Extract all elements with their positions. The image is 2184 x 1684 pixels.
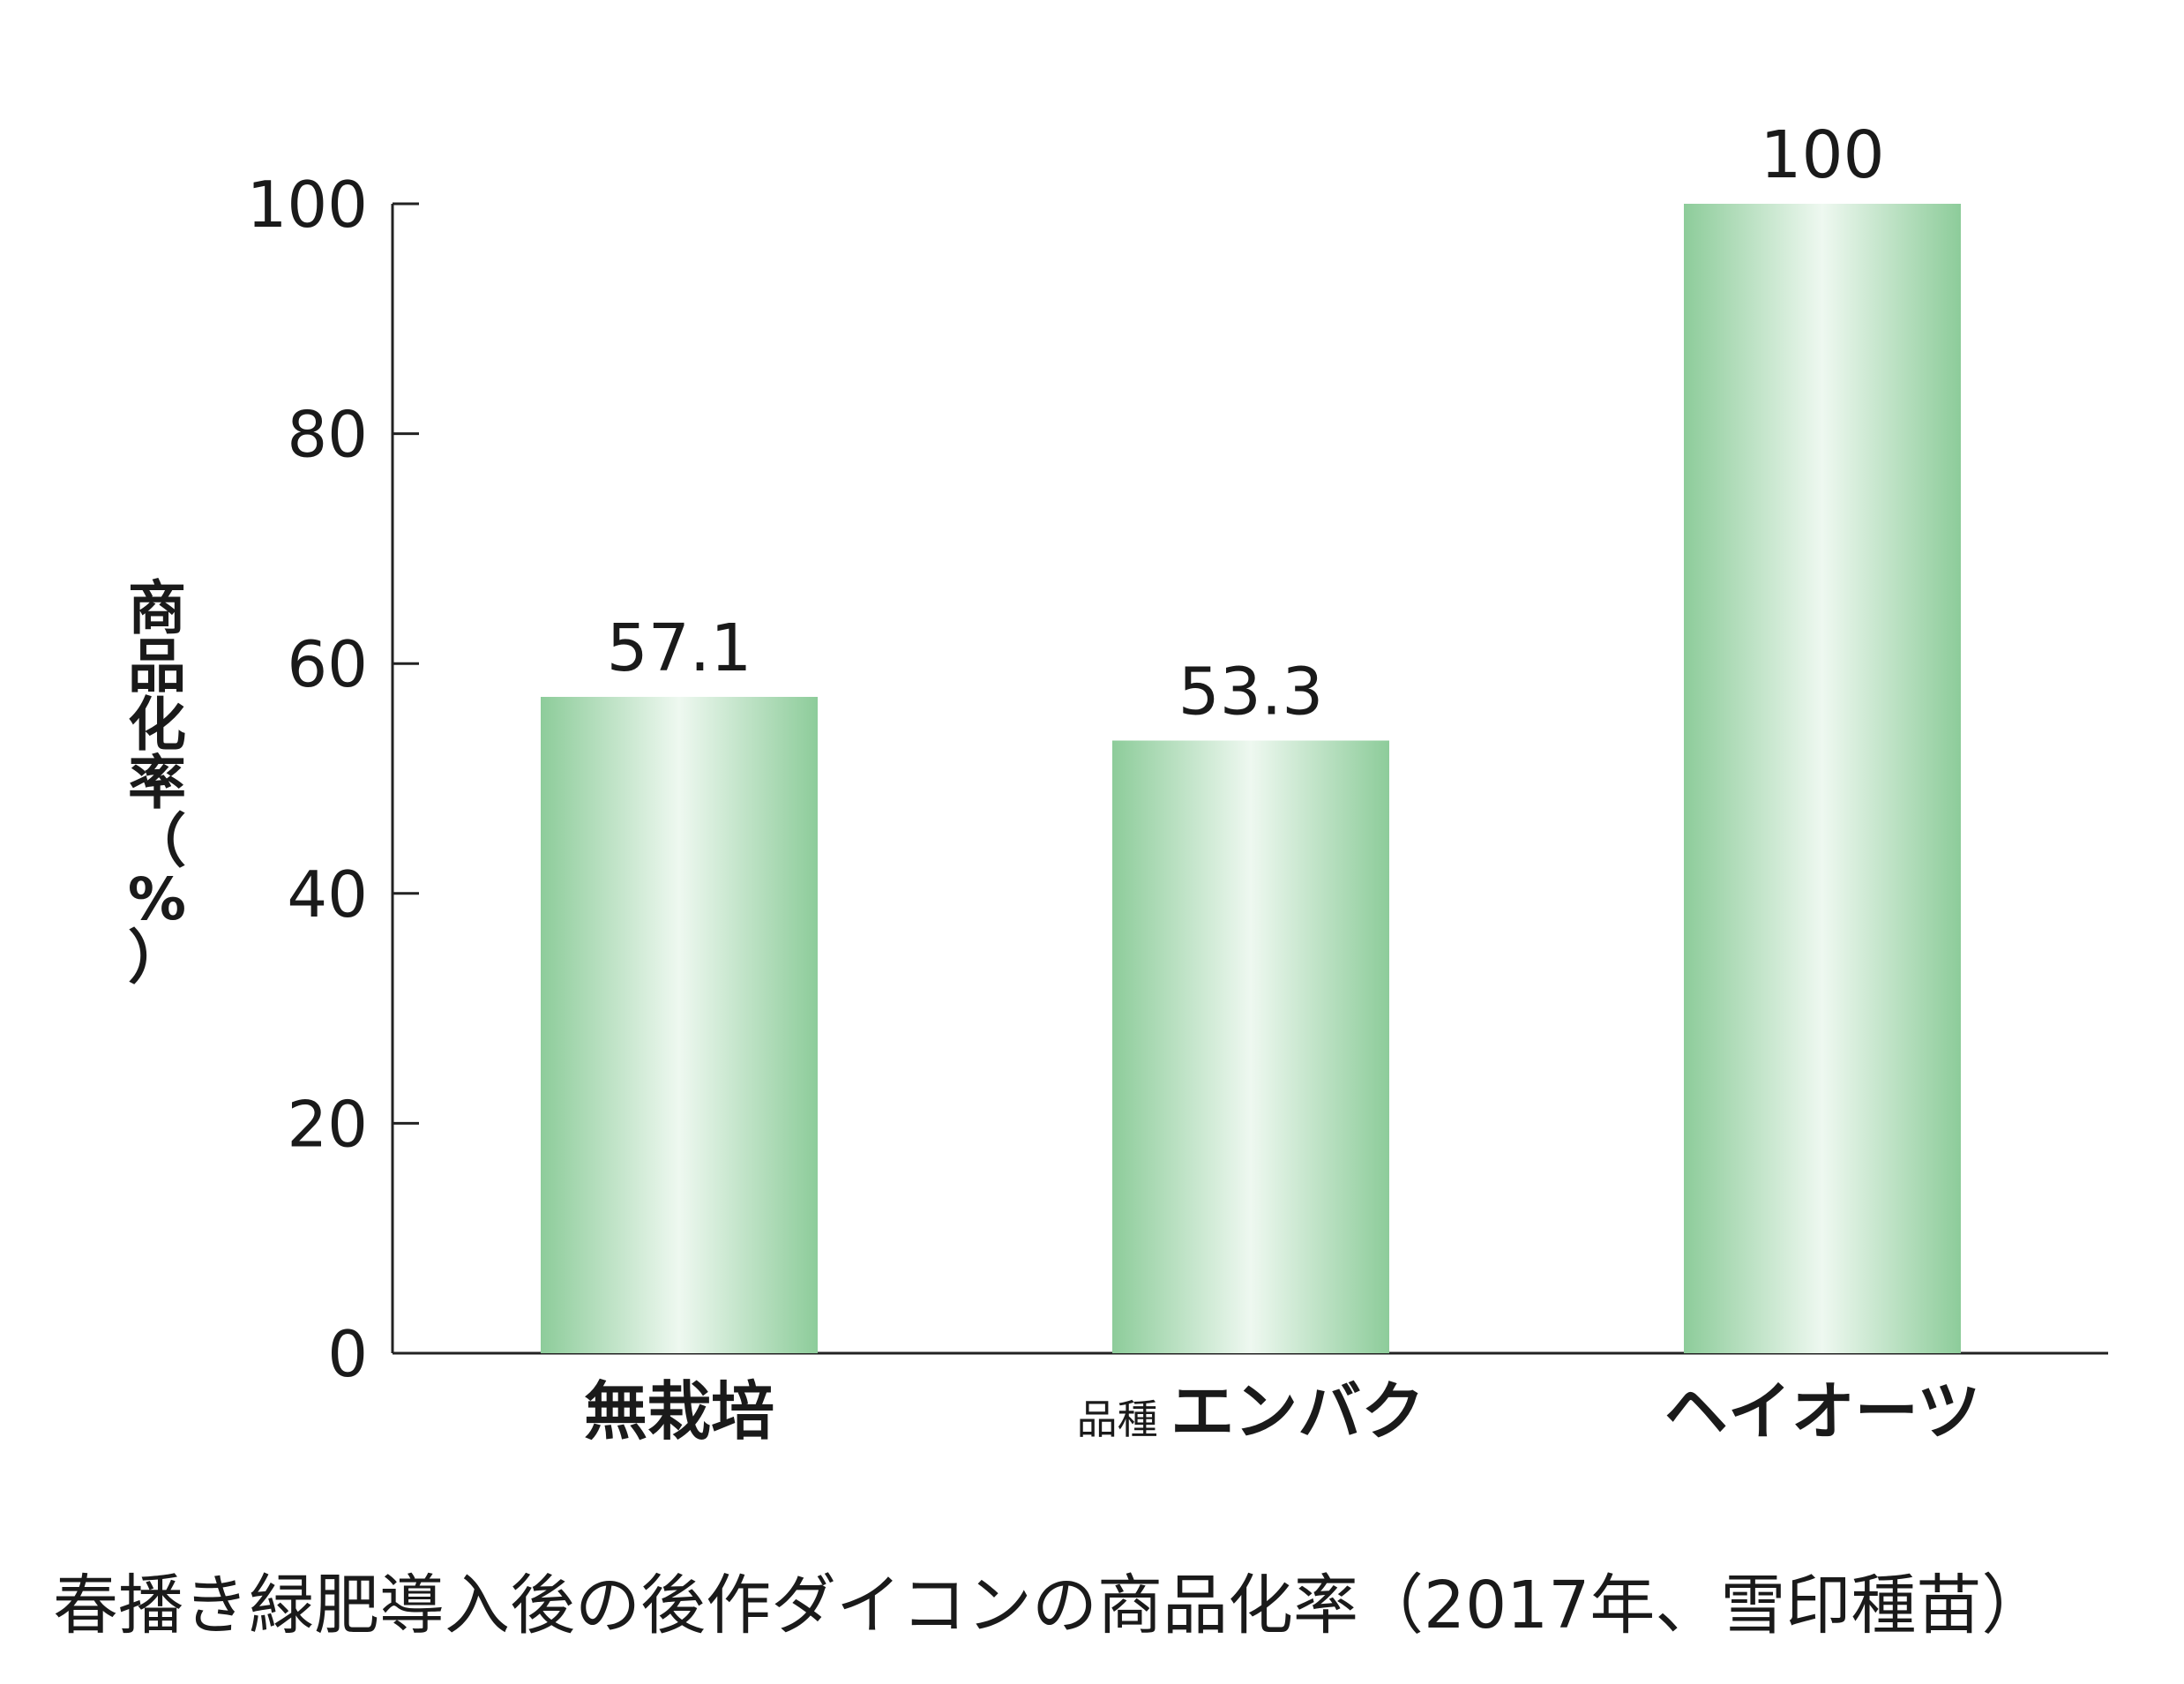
- y-tick-label: 0: [327, 1317, 368, 1391]
- y-axis-label-char: 品: [128, 632, 186, 700]
- y-tick-label: 100: [247, 168, 368, 242]
- bar: [1684, 204, 1961, 1353]
- x-category-label: ヘイオーツ: [1664, 1374, 1981, 1448]
- y-axis-label-char: 商: [128, 574, 186, 642]
- y-tick-label: 20: [287, 1087, 368, 1161]
- bar-value-label: 57.1: [607, 610, 752, 686]
- y-tick-label: 60: [287, 627, 368, 701]
- y-axis-label-char: 化: [128, 691, 186, 759]
- y-axis-label-char: %: [128, 865, 186, 933]
- bar: [541, 696, 818, 1353]
- y-axis-label: 商品化率（%）: [128, 574, 186, 992]
- y-axis-label-char: （: [128, 807, 186, 875]
- bar-value-label: 53.3: [1178, 655, 1324, 730]
- x-category-label: 品種 エンバク: [1077, 1374, 1425, 1448]
- bars: [541, 204, 1961, 1353]
- labels: 0 20 40 60 80 100 57.1 無栽培 53.3 品種 エンバク 100 ヘイオーツ: [247, 117, 1981, 1448]
- bar: [1112, 740, 1389, 1353]
- y-tick-label: 80: [287, 398, 368, 472]
- bar-value-label: 100: [1760, 117, 1884, 193]
- y-axis-label-char: 率: [128, 749, 186, 817]
- y-axis-label-char: ）: [128, 924, 186, 992]
- y-tick-label: 40: [287, 857, 368, 932]
- chart-title: 春播き緑肥導入後の後作ダイコンの商品化率（2017年、雪印種苗）: [53, 1568, 2046, 1643]
- x-category-label: 無栽培: [584, 1374, 774, 1448]
